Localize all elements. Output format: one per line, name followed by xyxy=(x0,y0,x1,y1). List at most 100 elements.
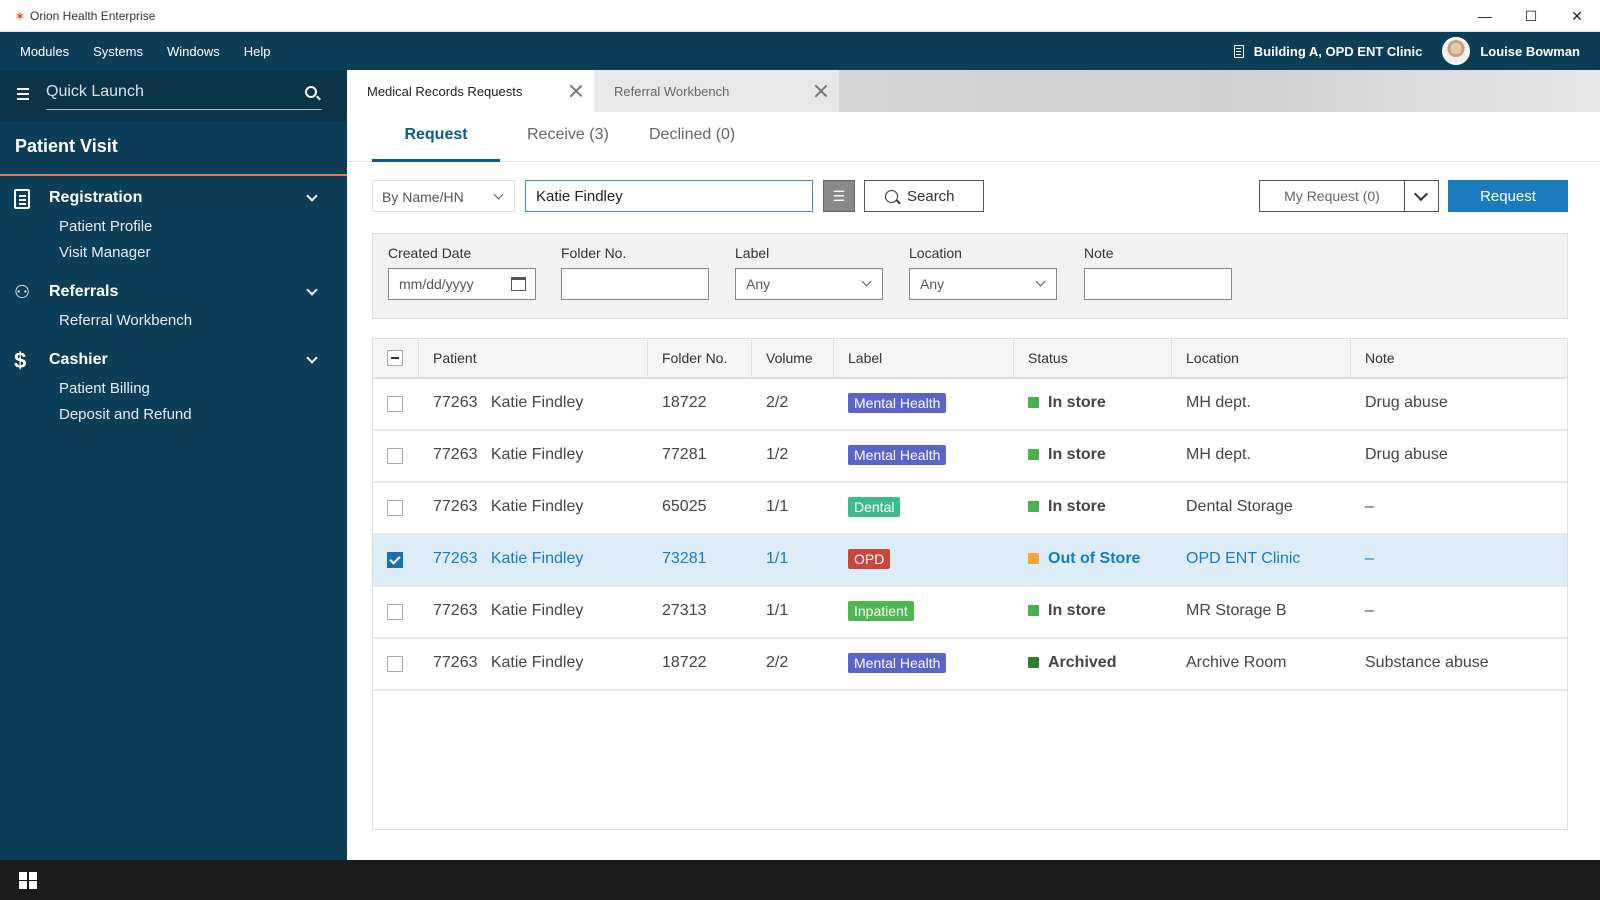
quick-launch-input[interactable]: Quick Launch xyxy=(46,80,322,110)
sidebar-header-cashier[interactable]: $ Cashier xyxy=(0,346,347,376)
row-checkbox[interactable] xyxy=(387,552,403,568)
label-select-value: Any xyxy=(746,276,771,292)
row-checkbox[interactable] xyxy=(387,656,403,672)
sidebar-item-visit-manager[interactable]: Visit Manager xyxy=(59,244,151,261)
search-bar: By Name/HN Katie Findley ☰ Search My Req… xyxy=(372,180,1592,214)
sidebar-group-referrals: ⚇ Referrals Referral Workbench xyxy=(0,278,347,334)
chevron-down-icon xyxy=(1035,276,1046,287)
tab-referral-workbench[interactable]: Referral Workbench xyxy=(594,70,839,112)
sidebar-group-cashier: $ Cashier Patient Billing Deposit and Re… xyxy=(0,346,347,428)
row-checkbox[interactable] xyxy=(387,448,403,464)
field-label: Folder No. xyxy=(561,245,627,261)
chevron-down-icon xyxy=(493,189,504,200)
note-input[interactable] xyxy=(1084,268,1232,300)
note-cell: – xyxy=(1365,550,1374,567)
folder-no-input[interactable] xyxy=(561,268,709,300)
patient-name[interactable]: Katie Findley xyxy=(490,498,584,515)
folder-no-cell: 77281 xyxy=(662,446,707,463)
current-location[interactable]: Building A, OPD ENT Clinic xyxy=(1253,43,1423,59)
sidebar-item-deposit-refund[interactable]: Deposit and Refund xyxy=(59,406,192,423)
patient-cell: 77263 Katie Findley xyxy=(433,431,583,481)
menu-windows[interactable]: Windows xyxy=(166,43,220,59)
table-row[interactable]: 77263 Katie Findley 18722 2/2 Mental Health… xyxy=(373,379,1567,431)
table-row[interactable]: 77263 Katie Findley 27313 1/1 Inpatient In s… xyxy=(373,587,1567,639)
user-icon: ⚇ xyxy=(14,282,31,302)
volume-cell: 1/2 xyxy=(766,446,789,463)
header-patient[interactable]: Patient xyxy=(419,339,648,377)
created-date-input[interactable]: mm/dd/yyyy xyxy=(388,268,536,300)
close-tab-icon[interactable] xyxy=(569,84,582,97)
header-folder-no[interactable]: Folder No. xyxy=(648,339,752,377)
tab-receive[interactable]: Receive (3) xyxy=(527,126,609,143)
sidebar-item-patient-billing[interactable]: Patient Billing xyxy=(59,380,150,397)
table-row[interactable]: 77263 Katie Findley 77281 1/2 Mental Health… xyxy=(373,431,1567,483)
row-checkbox[interactable] xyxy=(387,604,403,620)
row-checkbox[interactable] xyxy=(387,500,403,516)
patient-cell: 77263 Katie Findley xyxy=(433,379,583,429)
tab-declined[interactable]: Declined (0) xyxy=(649,126,736,143)
note-cell: Drug abuse xyxy=(1365,446,1448,463)
my-request-dropdown[interactable] xyxy=(1405,180,1439,212)
maximize-icon[interactable]: ☐ xyxy=(1524,7,1538,24)
header-location[interactable]: Location xyxy=(1172,339,1351,377)
search-icon[interactable] xyxy=(305,86,317,98)
chevron-down-icon[interactable] xyxy=(306,352,318,364)
table-row[interactable]: 77263 Katie Findley 65025 1/1 Dental In stor… xyxy=(373,483,1567,535)
close-tab-icon[interactable] xyxy=(814,84,827,97)
row-checkbox[interactable] xyxy=(387,396,403,412)
search-button[interactable]: Search xyxy=(864,180,984,212)
patient-name[interactable]: Katie Findley xyxy=(490,446,584,463)
avatar[interactable] xyxy=(1442,37,1471,65)
sidebar-item-referral-workbench[interactable]: Referral Workbench xyxy=(59,312,193,329)
search-input[interactable]: Katie Findley xyxy=(525,180,813,212)
tab-request[interactable]: Request xyxy=(372,126,500,162)
chevron-down-icon xyxy=(861,276,872,287)
label-badge: Mental Health xyxy=(848,393,947,413)
patient-name[interactable]: Katie Findley xyxy=(490,654,584,671)
sidebar-item-patient-profile[interactable]: Patient Profile xyxy=(59,218,153,235)
patient-name[interactable]: Katie Findley xyxy=(490,602,584,619)
title-bar: ✶ Orion Health Enterprise — ☐ ✕ xyxy=(0,0,1600,32)
menu-help[interactable]: Help xyxy=(243,43,271,59)
field-label: Created Date xyxy=(388,245,472,261)
patient-name[interactable]: Katie Findley xyxy=(490,394,584,411)
sidebar-header-referrals[interactable]: ⚇ Referrals xyxy=(0,278,347,308)
select-all-checkbox[interactable] xyxy=(387,350,403,366)
tab-label: Medical Records Requests xyxy=(367,83,523,99)
sidebar-header-registration[interactable]: Registration xyxy=(0,184,347,214)
label-badge: Inpatient xyxy=(848,601,914,621)
location-select[interactable]: Any xyxy=(909,268,1057,300)
table-header: Patient Folder No. Volume Label Status L… xyxy=(373,339,1567,379)
windows-start-icon[interactable] xyxy=(19,872,37,889)
minimize-icon[interactable]: — xyxy=(1478,8,1492,24)
volume-cell: 1/1 xyxy=(766,602,789,619)
chevron-down-icon[interactable] xyxy=(306,190,318,202)
sidebar: Quick Launch Patient Visit Registration … xyxy=(0,70,347,860)
calendar-icon[interactable] xyxy=(511,277,526,291)
window-controls: — ☐ ✕ xyxy=(1462,0,1600,32)
tab-medical-records-requests[interactable]: Medical Records Requests xyxy=(347,70,594,112)
status-dot-icon xyxy=(1028,657,1039,668)
hamburger-menu-icon[interactable] xyxy=(17,88,29,90)
header-label[interactable]: Label xyxy=(834,339,1014,377)
user-name[interactable]: Louise Bowman xyxy=(1480,43,1580,59)
advanced-filter-button[interactable]: ☰ xyxy=(823,180,855,212)
search-icon xyxy=(885,189,898,203)
request-button[interactable]: Request xyxy=(1448,180,1568,212)
table-row[interactable]: 77263 Katie Findley 73281 1/1 OPD Out of Sto… xyxy=(373,535,1567,587)
table-row[interactable]: 77263 Katie Findley 18722 2/2 Mental Health… xyxy=(373,639,1567,691)
search-mode-select[interactable]: By Name/HN xyxy=(372,180,515,212)
chevron-down-icon[interactable] xyxy=(306,284,318,296)
close-icon[interactable]: ✕ xyxy=(1571,7,1583,24)
header-note[interactable]: Note xyxy=(1365,350,1395,366)
folder-no-cell: 65025 xyxy=(662,498,707,515)
menu-systems[interactable]: Systems xyxy=(93,43,143,59)
patient-name[interactable]: Katie Findley xyxy=(490,550,584,567)
location-select-value: Any xyxy=(920,276,945,292)
menu-modules[interactable]: Modules xyxy=(20,43,70,59)
header-status[interactable]: Status xyxy=(1014,339,1172,377)
header-volume[interactable]: Volume xyxy=(752,339,834,377)
my-request-button[interactable]: My Request (0) xyxy=(1259,180,1405,212)
sidebar-group-registration: Registration Patient Profile Visit Manag… xyxy=(0,184,347,266)
label-select[interactable]: Any xyxy=(735,268,883,300)
